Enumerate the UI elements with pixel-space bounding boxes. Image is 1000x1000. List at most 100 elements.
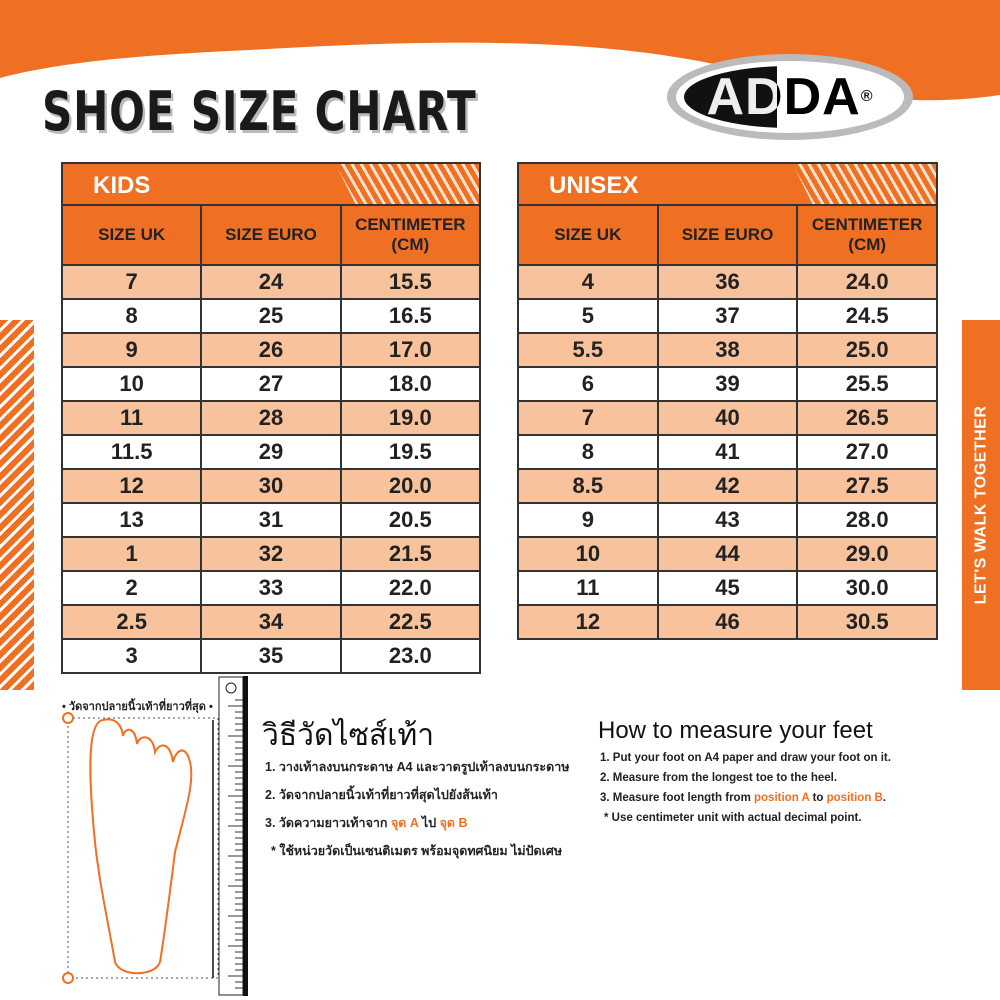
table-cell: 27.0 xyxy=(845,439,889,464)
table-cell: 29.0 xyxy=(798,538,937,570)
table-row: 10 44 29.0 xyxy=(519,538,937,572)
left-stripe-decoration xyxy=(0,320,34,690)
unisex-size-table: UNISEX SIZE UK SIZE EURO CENTIMETER (CM) 4 36… xyxy=(517,162,938,640)
page-title: SHOE SIZE CHART xyxy=(42,80,477,143)
table-row: 11.5 29 19.5 xyxy=(63,436,479,470)
table-cell: 23.0 xyxy=(388,643,432,668)
column-header: SIZE EURO xyxy=(202,206,342,264)
table-cell: 38 xyxy=(658,334,799,366)
english-steps: 1. Put your foot on A4 paper and draw yo… xyxy=(600,752,891,832)
table-cell: 10 xyxy=(519,538,659,570)
table-cell: 34 xyxy=(202,606,342,638)
english-heading: How to measure your feet xyxy=(598,717,873,744)
table-row: 11 45 30.0 xyxy=(519,572,936,606)
thai-heading: วิธีวัดไซส์เท้า xyxy=(262,719,435,752)
table-cell: 16.5 xyxy=(388,303,432,328)
table-row: 11 28 19.0 xyxy=(63,402,479,436)
table-title: KIDS xyxy=(93,172,151,199)
table-cell: 20.0 xyxy=(341,470,479,502)
column-header: CENTIMETER (CM) xyxy=(341,206,479,264)
table-cell: 30.5 xyxy=(798,606,937,638)
table-row: 7 40 26.5 xyxy=(519,402,937,436)
table-cell: 6 xyxy=(519,368,659,400)
thai-note: * ใช้หน่วยวัดเป็นเซนติเมตร พร้อมจุดทศนิย… xyxy=(271,844,563,858)
table-cell: 15.5 xyxy=(341,266,479,298)
table-cell: 8 xyxy=(519,436,659,468)
table-cell: 2 xyxy=(63,572,203,604)
table-cell: 20.5 xyxy=(388,507,432,532)
table-row: 3 35 23.0 xyxy=(63,640,479,672)
stripe-decoration xyxy=(792,164,936,204)
table-cell: 4 xyxy=(519,266,659,298)
table-cell: 22.5 xyxy=(341,606,479,638)
table-cell: 2.5 xyxy=(63,606,203,638)
table-cell: 30.0 xyxy=(845,575,889,600)
table-cell: 11 xyxy=(519,572,659,604)
table-title-band: UNISEX xyxy=(519,164,936,206)
english-step-3: 3. Measure foot length from position A t… xyxy=(600,792,887,804)
table-cell: 41 xyxy=(659,436,799,468)
table-cell: 40 xyxy=(658,402,799,434)
table-cell: 30 xyxy=(202,470,342,502)
table-cell: 31 xyxy=(202,504,342,536)
table-cell: 8.5 xyxy=(519,470,659,502)
thai-steps: 1. วางเท้าลงบนกระดาษ A4 และวาดรูปเท้าลงบ… xyxy=(265,757,570,869)
ruler-icon xyxy=(218,676,248,996)
table-row: 4 36 24.0 xyxy=(519,266,937,300)
table-cell: 28.0 xyxy=(845,507,889,532)
table-cell: 1 xyxy=(63,538,203,570)
table-cell: 9 xyxy=(63,334,203,366)
table-cell: 12 xyxy=(63,470,203,502)
column-header: SIZE UK xyxy=(519,206,659,264)
point-a-marker xyxy=(62,712,74,724)
column-header: SIZE EURO xyxy=(658,206,799,264)
table-row: 12 30 20.0 xyxy=(63,470,479,504)
table-cell: 18.0 xyxy=(388,371,432,396)
table-cell: 10 xyxy=(63,368,203,400)
table-row: 8.5 42 27.5 xyxy=(519,470,937,504)
table-cell: 19.0 xyxy=(341,402,479,434)
table-cell: 24.0 xyxy=(798,266,937,298)
table-cell: 24.5 xyxy=(845,303,889,328)
table-row: 2 33 22.0 xyxy=(63,572,479,606)
table-row: 13 31 20.5 xyxy=(63,504,479,538)
table-title-band: KIDS xyxy=(63,164,479,206)
table-cell: 24 xyxy=(202,266,342,298)
table-cell: 13 xyxy=(63,504,203,536)
english-step-2: 2. Measure from the longest toe to the h… xyxy=(600,772,838,784)
table-row: 8 25 16.5 xyxy=(63,300,479,334)
side-banner: LET'S WALK TOGETHER xyxy=(962,320,1000,690)
table-row: 8 41 27.0 xyxy=(519,436,936,470)
table-cell: 11.5 xyxy=(63,436,203,468)
table-cell: 27.5 xyxy=(798,470,937,502)
table-header-row: SIZE UK SIZE EURO CENTIMETER (CM) xyxy=(63,206,479,266)
table-row: 10 27 18.0 xyxy=(63,368,479,402)
table-row: 2.5 34 22.5 xyxy=(63,606,479,640)
table-title: UNISEX xyxy=(549,172,639,199)
stripe-decoration xyxy=(335,164,479,204)
table-cell: 27 xyxy=(202,368,342,400)
table-cell: 46 xyxy=(658,606,799,638)
column-header: SIZE UK xyxy=(63,206,203,264)
table-cell: 43 xyxy=(659,504,799,536)
table-cell: 5 xyxy=(519,300,659,332)
foot-outline-icon xyxy=(89,718,193,975)
table-cell: 5.5 xyxy=(519,334,659,366)
table-row: 9 43 28.0 xyxy=(519,504,936,538)
foot-diagram xyxy=(62,712,219,984)
table-cell: 8 xyxy=(63,300,203,332)
table-cell: 26 xyxy=(202,334,342,366)
point-b-marker xyxy=(62,972,74,984)
adda-logo: ADDA ® xyxy=(665,52,915,142)
table-row: 12 46 30.5 xyxy=(519,606,937,638)
table-row: 5 37 24.5 xyxy=(519,300,936,334)
table-cell: 7 xyxy=(519,402,659,434)
table-cell: 44 xyxy=(658,538,799,570)
table-cell: 32 xyxy=(202,538,342,570)
english-note: * Use centimeter unit with actual decima… xyxy=(604,812,862,824)
table-cell: 28 xyxy=(202,402,342,434)
side-slogan: LET'S WALK TOGETHER xyxy=(972,405,990,605)
table-cell: 33 xyxy=(202,572,342,604)
table-cell: 39 xyxy=(659,368,799,400)
table-cell: 17.0 xyxy=(341,334,479,366)
